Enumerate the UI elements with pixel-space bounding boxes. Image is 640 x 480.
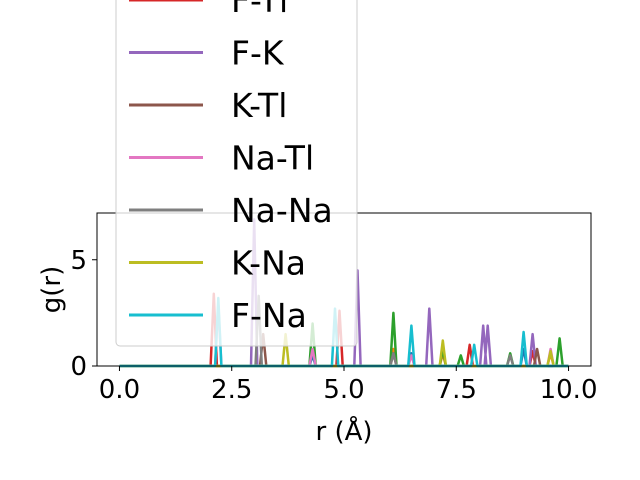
legend-box (115, 0, 358, 347)
y-tick-label: 0 (70, 352, 87, 382)
legend-label: F-Tl (231, 0, 288, 20)
x-tick-label: 0.0 (99, 375, 140, 405)
series-line-tl-tl (119, 347, 569, 368)
y-axis: 05 (70, 246, 97, 382)
legend-item-k-tl: K-Tl (129, 86, 287, 125)
legend: F-Tl F-K K-Tl Na-Tl Na-Na K-Na F-Na (115, 0, 358, 347)
series-line-f-f (119, 347, 569, 368)
legend-item-na-na: Na-Na (129, 191, 333, 230)
y-axis-label: g(r) (37, 266, 67, 313)
legend-item-na-tl: Na-Tl (129, 139, 314, 178)
legend-item-f-tl: F-Tl (129, 0, 288, 20)
legend-item-f-k: F-K (129, 34, 285, 73)
legend-item-k-na: K-Na (129, 244, 306, 283)
x-tick-label: 7.5 (436, 375, 477, 405)
legend-label: Na-Na (231, 191, 333, 230)
legend-label: F-Na (231, 296, 307, 335)
y-tick-label: 5 (70, 246, 87, 276)
legend-label: Na-Tl (231, 139, 314, 178)
x-tick-label: 10.0 (540, 375, 598, 405)
x-axis-label: r (Å) (315, 415, 372, 447)
legend-label: K-Na (231, 244, 306, 283)
legend-label: K-Tl (231, 86, 287, 125)
x-tick-label: 5.0 (323, 375, 364, 405)
legend-item-f-na: F-Na (129, 296, 307, 335)
x-tick-label: 2.5 (211, 375, 252, 405)
legend-label: F-K (231, 34, 285, 73)
x-axis: 0.0 2.5 5.0 7.5 10.0 (99, 366, 598, 405)
